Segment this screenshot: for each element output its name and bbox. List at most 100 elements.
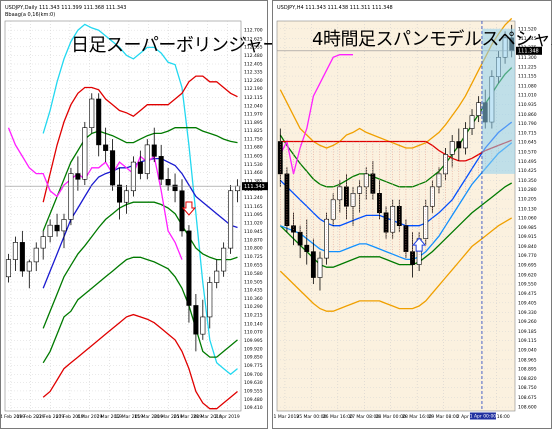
plot-background: [277, 21, 515, 411]
y-tick-label: 109.620: [518, 272, 537, 278]
candle-bull: [214, 270, 220, 283]
candle-bear: [297, 231, 303, 246]
y-tick-label: 109.115: [518, 338, 537, 344]
y-tick-label: 109.775: [244, 363, 263, 369]
y-tick-label: 110.935: [518, 102, 537, 108]
y-tick-label: 111.530: [244, 162, 263, 168]
y-tick-label: 110.860: [518, 112, 537, 118]
y-tick-label: 109.185: [518, 329, 537, 335]
time-marker-label: 1 Apr 00:00: [470, 414, 497, 420]
y-tick-label: 111.445: [518, 36, 537, 42]
y-tick-label: 110.570: [518, 149, 537, 155]
y-tick-label: 111.165: [244, 204, 263, 210]
h4-chart-pane: 21 Mar 2019 25 Mar 00:00 26 Mar 16:00 27 Ma…: [272, 0, 552, 429]
candle-bear: [370, 173, 376, 194]
y-tick-label: 110.280: [518, 187, 537, 193]
y-tick-label: 110.495: [518, 159, 537, 165]
plot-frame: [4, 20, 242, 412]
series-line-SpanBlue: [280, 142, 513, 261]
candle-bull: [40, 236, 46, 249]
y-tick-label: 112.405: [244, 62, 263, 68]
candle-bull: [144, 144, 150, 174]
y-tick-label: 111.080: [518, 83, 537, 89]
candle-bear: [137, 161, 143, 174]
y-tick-label: 110.800: [244, 246, 263, 252]
y-tick-label: 112.115: [244, 95, 263, 101]
y-tick-label: 110.715: [518, 131, 537, 137]
x-tick-label: 22 Feb 2019: [36, 414, 64, 420]
y-tick-label: 110.725: [244, 254, 263, 260]
down-arrow-icon: [181, 201, 197, 216]
y-tick-label: 110.870: [244, 238, 263, 244]
current-price-box: [242, 182, 268, 191]
y-tick-label: 108.675: [518, 395, 537, 401]
candle-bear: [103, 144, 109, 151]
y-tick-label: 111.970: [244, 111, 263, 117]
candle-bear: [186, 230, 192, 306]
candle-bear: [151, 144, 157, 157]
chart-heading: 日足スーパーボリンジャー: [71, 35, 280, 56]
candle-bull: [82, 127, 88, 180]
x-tick-label: 26 Mar 16:00: [323, 414, 353, 420]
y-tick-label: 109.840: [518, 244, 537, 250]
series-line-Lag: [7, 127, 183, 260]
y-tick-label: 108.895: [518, 366, 537, 372]
y-tick-label: 112.190: [244, 86, 263, 92]
series-line-3: [42, 23, 238, 376]
x-tick-label: 4 Mar 2019: [77, 414, 103, 420]
series-line-2: [279, 17, 513, 149]
candle-bull: [123, 190, 129, 203]
series-line-2: [42, 75, 238, 203]
y-tick-label: 109.550: [518, 282, 537, 288]
y-tick-label: 111.240: [244, 195, 263, 201]
candle-bull: [33, 247, 39, 263]
candle-bear: [75, 173, 81, 180]
y-tick-label: 110.945: [244, 229, 263, 235]
x-tick-label: 25 Mar 00:00: [296, 414, 326, 420]
y-tick-label: 112.480: [244, 53, 263, 59]
x-tick-label: 12 Mar 2019: [115, 414, 144, 420]
y-tick-label: 109.695: [518, 263, 537, 269]
y-tick-label: 110.130: [518, 206, 537, 212]
candle-bull: [221, 247, 227, 272]
candle-bull: [317, 257, 323, 278]
series-line-1: [42, 201, 238, 329]
y-tick-label: 109.260: [518, 319, 537, 325]
candle-bear: [172, 184, 178, 192]
y-tick-label: 110.580: [244, 271, 263, 277]
series-line-SpanRed: [280, 139, 512, 162]
candle-bear: [165, 178, 171, 186]
y-tick-label: 110.790: [518, 121, 537, 127]
candle-bear: [158, 156, 164, 180]
candle-bull: [476, 102, 482, 116]
y-tick-label: 109.330: [518, 310, 537, 316]
y-tick-label: 112.260: [244, 78, 263, 84]
series-line-MA: [279, 121, 513, 227]
y-tick-label: 111.895: [244, 120, 263, 126]
y-tick-label: 110.070: [244, 329, 263, 335]
candle-bull: [130, 161, 136, 192]
x-tick-label: 15 Mar 2019: [134, 414, 163, 420]
y-tick-label: 111.010: [518, 92, 537, 98]
chart-heading: 4時間足スパンモデルスペシャル: [312, 29, 552, 50]
x-tick-label: 28 Mar 00:00: [376, 414, 406, 420]
x-tick-label: 14 Feb 2019: [1, 414, 25, 420]
candle-bull: [5, 259, 11, 278]
y-tick-label: 109.850: [244, 355, 263, 361]
x-tick-label: 29 Mar 08:00: [429, 414, 459, 420]
candle-bull: [324, 218, 329, 259]
candle-bear: [193, 305, 199, 335]
candle-bull: [26, 261, 32, 272]
candle-bull: [463, 128, 468, 149]
x-tick-label: 2 Apr 2019: [215, 414, 240, 420]
y-tick-label: 111.300: [518, 55, 537, 61]
candle-bull: [469, 115, 475, 129]
symbol-label: USDJPY,Daily 111.343 111.399 111.368 111…: [5, 5, 127, 11]
candle-bull: [337, 186, 343, 201]
y-tick-label: 109.920: [244, 347, 263, 353]
candle-bear: [377, 193, 382, 214]
y-tick-label: 110.205: [518, 197, 537, 203]
y-tick-label: 110.425: [518, 168, 537, 174]
candle-bull: [207, 282, 213, 318]
y-tick-label: 110.290: [244, 304, 263, 310]
